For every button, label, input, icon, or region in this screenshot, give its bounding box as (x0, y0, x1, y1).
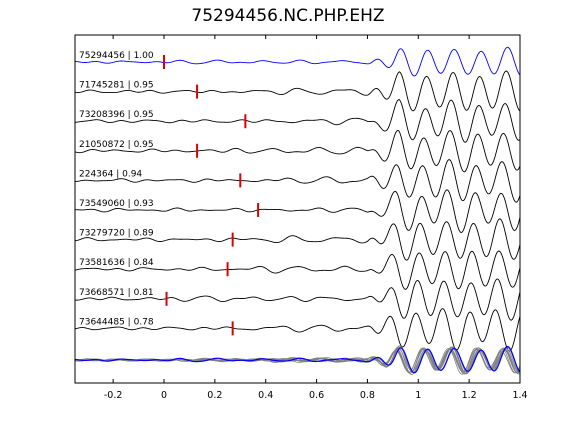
trace-line-2 (74, 99, 521, 143)
trace-label-2: 73208396 | 0.95 (79, 110, 154, 120)
traces-layer (74, 46, 521, 352)
axes-frame (74, 34, 521, 384)
trace-line-8 (74, 278, 521, 321)
trace-label-5: 73549060 | 0.93 (79, 199, 154, 209)
trace-line-4 (75, 159, 521, 203)
x-tick-label-6: 1 (415, 390, 421, 401)
trace-label-0: 75294456 | 1.00 (79, 51, 154, 61)
trace-line-6 (74, 218, 521, 261)
labels-layer: 75294456 | 1.00 71745281 | 0.95 73208396 |… (79, 51, 154, 327)
trace-line-5 (74, 189, 521, 233)
trace-line-0 (74, 46, 521, 77)
x-tick-label-1: 0 (161, 390, 167, 401)
x-tick-label-3: 0.4 (258, 390, 273, 401)
trace-line-3 (74, 129, 521, 173)
x-tick-label-5: 0.8 (360, 390, 375, 401)
trace-label-4: 224364 | 0.94 (79, 169, 142, 179)
x-tick-label-7: 1.2 (462, 390, 477, 401)
trace-label-7: 73581636 | 0.84 (79, 258, 154, 268)
stack-trace-8 (74, 347, 521, 374)
stack-reference-trace (74, 345, 521, 374)
ticks-layer: -0.2 0 0.2 0.4 0.6 0.8 1 1.2 1.4 (104, 35, 528, 401)
trace-line-9 (74, 308, 521, 352)
trace-label-9: 73644485 | 0.78 (79, 317, 154, 327)
x-tick-label-8: 1.4 (512, 390, 527, 401)
chart-title: 75294456.NC.PHP.EHZ (191, 6, 385, 26)
trace-label-8: 73668571 | 0.81 (79, 288, 154, 298)
picks-layer (163, 55, 260, 336)
x-tick-label-2: 0.2 (207, 390, 222, 401)
x-tick-label-0: -0.2 (104, 390, 123, 401)
x-tick-label-4: 0.6 (309, 390, 324, 401)
trace-line-1 (74, 70, 521, 112)
trace-line-7 (74, 250, 521, 290)
trace-label-3: 21050872 | 0.95 (79, 140, 154, 150)
trace-label-1: 71745281 | 0.95 (79, 81, 154, 91)
stack-layer (74, 345, 521, 375)
trace-label-6: 73279720 | 0.89 (79, 229, 154, 239)
